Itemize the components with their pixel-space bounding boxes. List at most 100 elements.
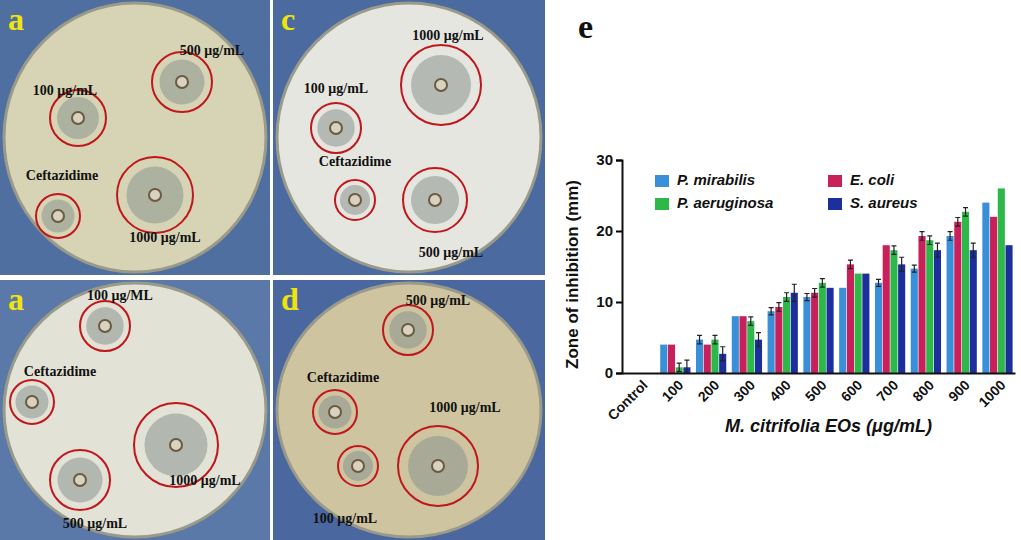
photo-background: [273, 0, 545, 275]
well: [26, 396, 38, 408]
x-tick-label: 900: [945, 377, 973, 405]
inhibition-zone: [317, 109, 355, 147]
series: [683, 243, 1012, 373]
bar: [740, 316, 747, 373]
error-bar: [876, 279, 881, 286]
bar: [827, 288, 834, 373]
series: [668, 217, 997, 373]
well: [330, 122, 342, 134]
photo-annotation: Ceftazidime: [307, 370, 379, 385]
error-bar: [912, 265, 917, 272]
error-bar: [712, 335, 717, 344]
bar: [918, 236, 925, 373]
photo-annotation: 100 μg/mL: [313, 511, 377, 526]
inhibition-zone: [58, 458, 103, 503]
inhibition-zone: [319, 396, 352, 429]
bar: [791, 293, 798, 373]
bar: [954, 222, 961, 373]
well: [170, 439, 182, 451]
photo-annotation: Ceftazidime: [24, 364, 96, 379]
inhibition-zone: [343, 451, 373, 481]
error-bar: [963, 208, 968, 217]
petri-dish: [4, 3, 266, 272]
x-tick-label: 200: [694, 377, 722, 405]
inhibition-zone: [86, 307, 124, 345]
x-tick: Control: [604, 373, 651, 423]
error-bar: [927, 236, 932, 245]
y-tick-label: 10: [596, 293, 613, 310]
inhibition-zone: [408, 436, 468, 496]
bar: [962, 212, 969, 373]
x-axis-line: [623, 373, 1016, 375]
x-tick: 800: [909, 373, 937, 405]
bar: [768, 311, 775, 373]
bar: [982, 203, 989, 373]
inhibition-zone: [16, 386, 49, 419]
bar: [783, 297, 790, 373]
error-bar: [756, 333, 761, 347]
error-bar: [784, 293, 789, 302]
error-bar: [720, 347, 725, 361]
x-tick-label: 100: [659, 377, 687, 405]
error-bar: [891, 246, 896, 255]
bar: [704, 345, 711, 373]
highlight-circle: [117, 157, 193, 233]
legend-label: P. mirabilis: [677, 171, 755, 188]
y-tick: 30: [596, 151, 622, 168]
bar: [998, 188, 1005, 373]
photo-background: [0, 0, 270, 275]
petri-dish: [277, 283, 541, 537]
error-bar: [677, 363, 682, 372]
well: [352, 460, 364, 472]
error-bar: [935, 243, 940, 257]
error-bar: [812, 289, 817, 298]
legend-label: P. aeruginosa: [677, 194, 773, 211]
bar: [696, 340, 703, 373]
bar: [711, 340, 718, 373]
error-bar: [948, 232, 953, 241]
x-tick: 100: [659, 373, 687, 405]
highlight-circle: [36, 194, 80, 238]
photo-panel: 1000 μg/mL100 μg/mLCeftazidime500 μg/mLc: [273, 0, 545, 275]
inhibition-zone: [160, 60, 205, 105]
error-bar: [971, 243, 976, 257]
well: [176, 76, 188, 88]
y-axis-title: Zone of inhibition (mm): [563, 180, 582, 369]
photo-annotation: 500 μg/mL: [419, 245, 483, 260]
error-bar: [820, 279, 825, 288]
bar: [970, 250, 977, 373]
x-tick: 300: [730, 373, 758, 405]
x-tick: 700: [873, 373, 901, 405]
bar: [883, 245, 890, 373]
bar: [668, 345, 675, 373]
well: [349, 194, 361, 206]
x-tick: 900: [945, 373, 973, 405]
highlight-circle: [80, 301, 130, 351]
highlight-circle: [152, 52, 212, 112]
inhibition-zone: [145, 414, 208, 477]
bar: [747, 321, 754, 373]
photo-annotation: 100 μg/mL: [33, 83, 97, 98]
well: [74, 474, 86, 486]
error-bar: [684, 360, 689, 373]
inhibition-zone: [340, 185, 370, 215]
error-bar: [792, 284, 797, 301]
y-tick-label: 20: [596, 222, 613, 239]
y-tick-label: 30: [596, 151, 613, 168]
well: [432, 460, 444, 472]
highlight-circle: [311, 103, 361, 153]
bar: [732, 316, 739, 373]
legend-swatch: [828, 198, 842, 210]
photo-annotation: 1000 μg/mL: [412, 28, 483, 43]
well: [52, 210, 64, 222]
well: [329, 406, 341, 418]
panel-label: a: [8, 281, 24, 317]
chart-title: e: [578, 8, 593, 45]
y-axis-line: [616, 161, 623, 374]
bar: [660, 345, 667, 373]
inhibition-zone: [42, 200, 75, 233]
error-bar: [899, 257, 904, 271]
error-bar: [848, 260, 853, 269]
petri-dish: [4, 283, 266, 537]
photo-panel: 500 μg/mLCeftazidime100 μg/mL1000 μg/mLd: [273, 280, 545, 540]
